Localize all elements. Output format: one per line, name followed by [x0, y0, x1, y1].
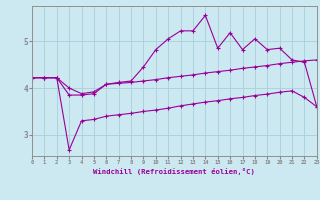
- X-axis label: Windchill (Refroidissement éolien,°C): Windchill (Refroidissement éolien,°C): [93, 168, 255, 175]
